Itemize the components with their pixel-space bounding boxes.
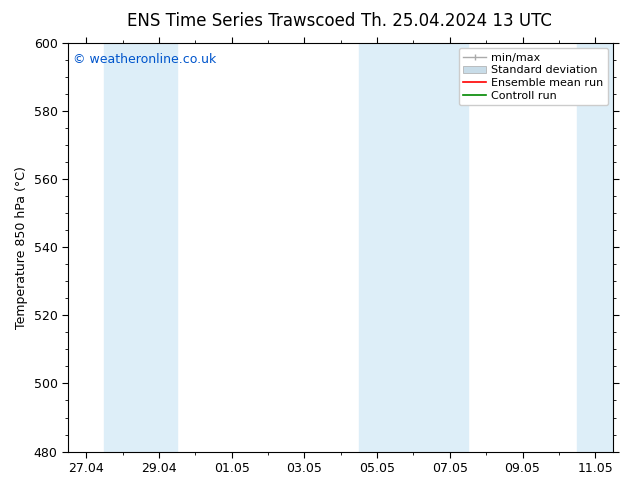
Text: © weatheronline.co.uk: © weatheronline.co.uk [74,53,217,66]
Bar [359,43,468,452]
Y-axis label: Temperature 850 hPa (°C): Temperature 850 hPa (°C) [15,166,28,328]
Text: Th. 25.04.2024 13 UTC: Th. 25.04.2024 13 UTC [361,12,552,30]
Text: ENS Time Series Trawscoed: ENS Time Series Trawscoed [127,12,355,30]
Legend: min/max, Standard deviation, Ensemble mean run, Controll run: min/max, Standard deviation, Ensemble me… [459,48,608,105]
Bar [105,43,177,452]
Bar [577,43,614,452]
